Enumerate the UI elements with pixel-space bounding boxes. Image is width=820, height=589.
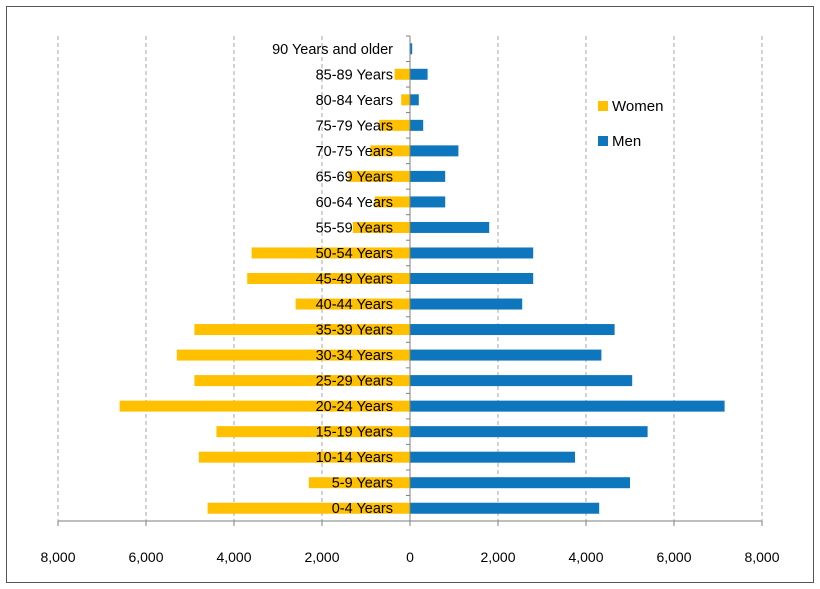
men-bar: [410, 324, 615, 336]
men-bar: [410, 477, 630, 489]
women-bar: [295, 298, 410, 310]
center-axis: [406, 35, 411, 522]
men-bar: [410, 43, 413, 55]
men-bar: [410, 298, 523, 310]
women-bar: [394, 68, 410, 80]
men-series: [410, 43, 725, 514]
legend-label-women: Women: [612, 98, 663, 115]
category-label: 0-4 Years: [332, 501, 393, 517]
women-bar: [352, 221, 410, 233]
category-label: 30-34 Years: [316, 348, 393, 364]
category-label: 50-54 Years: [316, 246, 393, 262]
category-label: 80-84 Years: [316, 93, 393, 109]
women-bar: [216, 426, 410, 438]
category-label: 65-69 Years: [316, 169, 393, 185]
men-bar: [410, 145, 459, 157]
men-bar: [410, 375, 633, 387]
legend-label-men: Men: [612, 133, 641, 150]
category-label: 60-64 Years: [316, 195, 393, 211]
women-bar: [370, 145, 410, 157]
category-label: 25-29 Years: [316, 374, 393, 390]
men-bar: [410, 502, 600, 514]
category-label: 15-19 Years: [316, 425, 393, 441]
x-tick-label: 8,000: [40, 549, 75, 565]
men-bar: [410, 273, 534, 284]
category-label: 85-89 Years: [316, 67, 393, 83]
men-bar: [410, 119, 424, 131]
men-bar: [410, 349, 602, 361]
category-label: 75-79 Years: [316, 118, 393, 134]
category-label: 55-59 Years: [316, 220, 393, 236]
women-bar: [194, 375, 410, 387]
x-tick-label: 4,000: [568, 549, 603, 565]
legend: Women Men: [598, 98, 663, 150]
x-tick-label: 6,000: [128, 549, 163, 565]
category-label: 10-14 Years: [316, 450, 393, 466]
women-bar: [379, 119, 410, 131]
category-label: 90 Years and older: [272, 42, 393, 58]
men-bar: [410, 426, 648, 438]
men-bar: [410, 400, 725, 412]
women-bar: [194, 324, 410, 336]
chart-frame: [6, 6, 814, 583]
women-bar: [207, 502, 410, 514]
women-bar: [176, 349, 410, 361]
men-bar: [410, 451, 575, 463]
men-bar: [410, 196, 446, 208]
men-bar: [410, 170, 446, 182]
legend-swatch-women: [598, 101, 608, 111]
women-bar: [374, 196, 410, 208]
x-tick-label: 6,000: [656, 549, 691, 565]
x-tick-labels: 8,000 6,000 4,000 2,000 0 2,000 4,000 6,000 8,00…: [40, 549, 779, 565]
x-axis: [57, 520, 763, 526]
x-tick-label: 2,000: [480, 549, 515, 565]
men-bar: [410, 94, 419, 106]
category-label: 20-24 Years: [316, 399, 393, 415]
legend-swatch-men: [598, 136, 608, 146]
men-bar: [410, 221, 490, 233]
men-bar: [410, 68, 428, 80]
women-bar: [401, 94, 410, 106]
gridlines: [57, 36, 763, 521]
category-label: 35-39 Years: [316, 323, 393, 339]
x-tick-label: 2,000: [304, 549, 339, 565]
women-bar: [198, 451, 410, 463]
category-label: 40-44 Years: [316, 297, 393, 313]
category-label: 45-49 Years: [316, 272, 393, 288]
women-bar: [119, 400, 410, 412]
x-tick-label: 4,000: [216, 549, 251, 565]
category-label: 5-9 Years: [332, 476, 393, 492]
men-bar: [410, 247, 534, 259]
women-series: [119, 68, 410, 514]
x-tick-label: 0: [406, 549, 414, 565]
women-bar: [348, 170, 410, 182]
category-labels: 0-4 Years 5-9 Years 10-14 Years 15-19 Years…: [272, 42, 393, 517]
women-bar: [251, 247, 410, 259]
category-label: 70-75 Years: [316, 144, 393, 160]
x-tick-label: 8,000: [744, 549, 779, 565]
women-bar: [247, 273, 410, 284]
women-bar: [308, 477, 410, 489]
